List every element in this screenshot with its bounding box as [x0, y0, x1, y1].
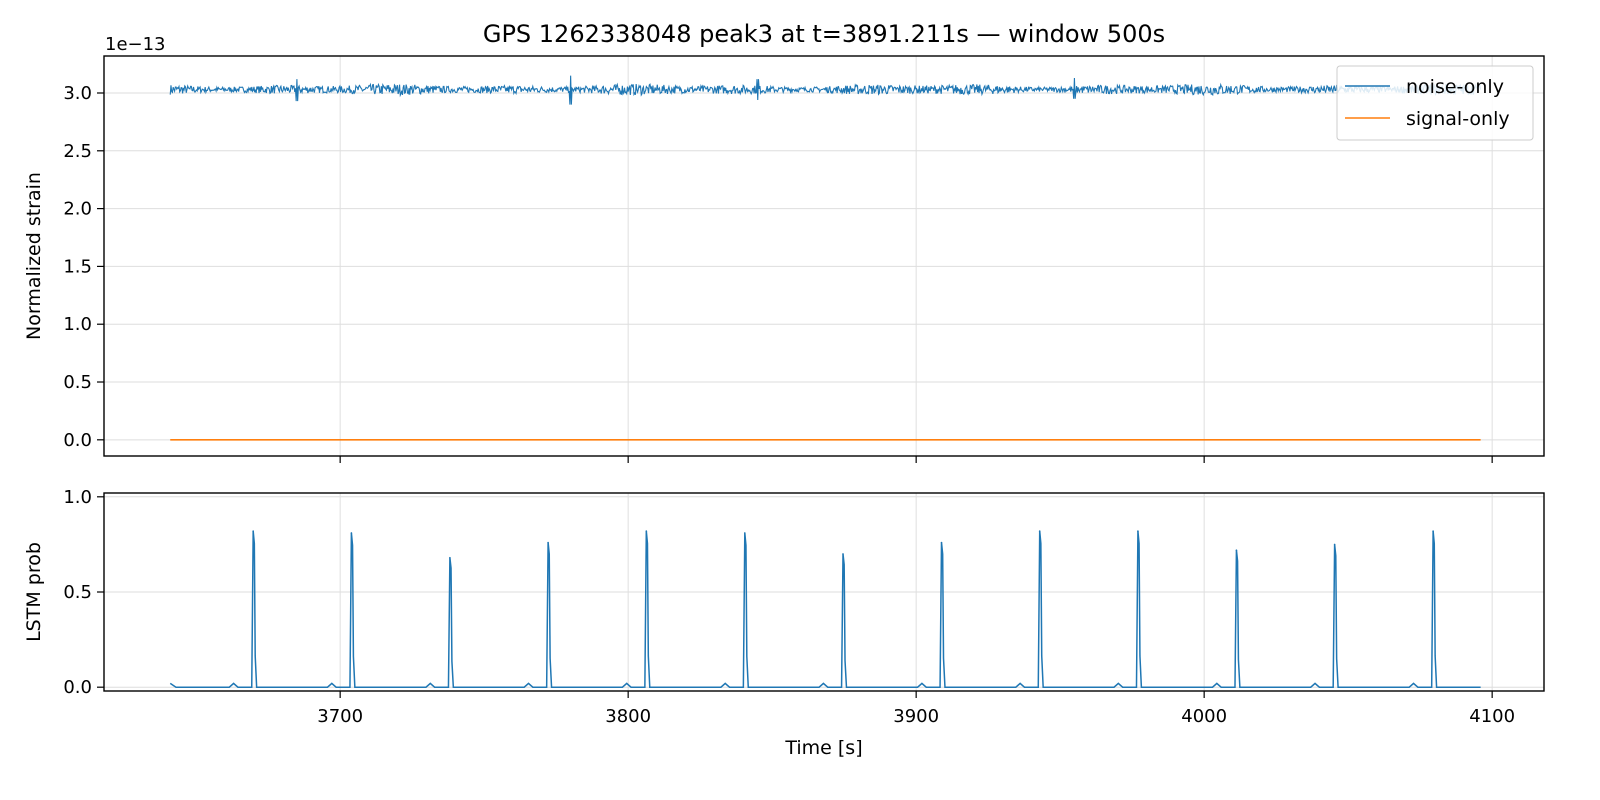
y-tick-label: 1.0 [63, 487, 92, 508]
y-tick-label: 1.5 [63, 256, 92, 277]
legend: noise-only signal-only [1336, 65, 1534, 141]
y-tick-label: 0.0 [63, 677, 92, 698]
x-tick-label: 3700 [317, 706, 363, 727]
lstm-peak-10 [1235, 549, 1238, 551]
x-tick-label: 4100 [1469, 706, 1515, 727]
y-tick-label: 0.5 [63, 372, 92, 393]
y-axis-label-top: Normalized strain [23, 172, 45, 340]
lstm-peak-12 [1432, 530, 1434, 532]
y-tick-label: 2.0 [63, 199, 92, 220]
grid-bottom [104, 493, 1544, 691]
x-tick-label: 3800 [605, 706, 651, 727]
y-axis-label-bottom: LSTM prob [23, 542, 45, 642]
ticks-bottom: 3700 3800 3900 4000 4100 0.0 0.5 1.0 [63, 487, 1515, 727]
series-top [169, 75, 1482, 441]
lstm-peak-7 [940, 541, 943, 544]
x-tick-label: 3900 [893, 706, 939, 727]
y-tick-label: 1.0 [63, 314, 92, 335]
y-tick-label: 0.5 [63, 582, 92, 603]
panel-strain: GPS 1262338048 peak3 at t=3891.211s — wi… [23, 20, 1545, 463]
lstm-peak-2 [449, 556, 451, 559]
chart-title: GPS 1262338048 peak3 at t=3891.211s — wi… [483, 20, 1165, 48]
x-tick-label: 4000 [1181, 706, 1227, 727]
y-offset-text: 1e−13 [105, 34, 166, 55]
series-lstm-prob [169, 531, 1481, 688]
y-tick-label: 0.0 [63, 430, 92, 451]
lstm-peak-3 [547, 541, 549, 544]
y-tick-label: 3.0 [63, 83, 92, 104]
axes-frame-top [103, 55, 1545, 457]
series-noise-only [169, 75, 1482, 105]
y-tick-label: 2.5 [63, 141, 92, 162]
ticks-top: 0.0 0.5 1.0 1.5 2.0 2.5 3.0 [63, 83, 1493, 463]
lstm-peak-8 [1038, 530, 1041, 532]
lstm-peak-9 [1137, 530, 1139, 532]
legend-label-signal: signal-only [1406, 108, 1510, 130]
series-bottom [169, 530, 1481, 688]
legend-label-noise: noise-only [1406, 76, 1504, 98]
legend-box [1336, 65, 1534, 141]
lstm-peak-1 [350, 532, 353, 534]
lstm-peak-6 [842, 553, 844, 555]
lstm-peak-0 [252, 530, 254, 532]
lstm-peak-4 [645, 530, 648, 532]
grid-top [104, 56, 1544, 456]
lstm-peak-5 [744, 532, 746, 534]
axes-frame-bottom [103, 492, 1545, 692]
lstm-peak-11 [1333, 543, 1336, 546]
x-axis-label: Time [s] [784, 737, 862, 759]
